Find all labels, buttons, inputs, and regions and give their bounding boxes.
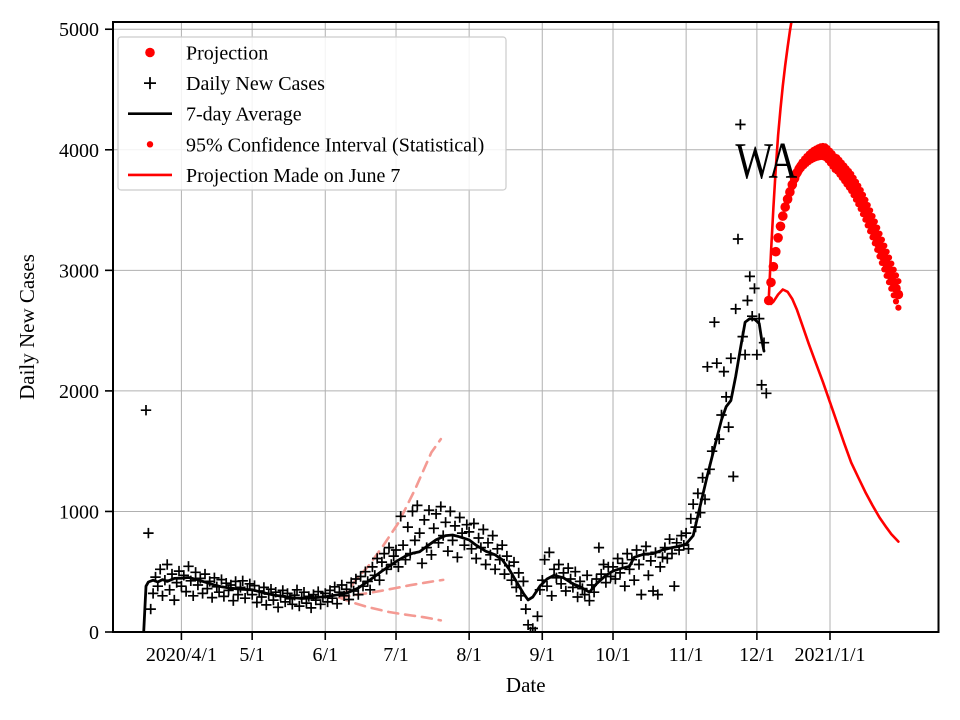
legend-label: Projection	[186, 43, 268, 65]
legend-label: Projection Made on June 7	[186, 165, 400, 187]
projection-dot	[780, 202, 790, 212]
y-tick-label: 3000	[59, 260, 99, 282]
legend-label: Daily New Cases	[186, 73, 325, 95]
projection-dot	[775, 221, 786, 232]
projection-dot	[892, 298, 900, 305]
projection-dot	[778, 211, 788, 221]
state-annotation: WA	[735, 133, 797, 190]
projection-dot	[768, 261, 779, 272]
legend-marker-projection-dot-icon	[145, 47, 155, 58]
x-axis-title: Date	[506, 673, 546, 697]
projection-dot	[766, 277, 776, 288]
projection-dot	[771, 246, 781, 257]
projection-dot	[763, 295, 774, 306]
projection-dot	[785, 187, 795, 197]
x-tick-label: 9/1	[529, 644, 555, 666]
series-layer	[140, 22, 904, 632]
legend-marker-ci-dot-icon	[146, 141, 154, 148]
series-daily-new-cases	[140, 119, 772, 632]
series-projection-lower-line	[767, 288, 900, 543]
legend-label: 95% Confidence Interval (Statistical)	[186, 134, 484, 156]
projection-dot	[893, 289, 904, 300]
plot-border	[112, 21, 940, 633]
legend: Projection Daily New Cases 7-day Average 95…	[117, 36, 507, 191]
x-tick-label: 12/1	[739, 644, 775, 666]
series-june7-projection-lower-ci	[338, 596, 443, 622]
projection-dot	[782, 194, 793, 204]
y-tick-label: 5000	[59, 19, 99, 41]
projection-dot	[895, 304, 902, 311]
x-tick-label: 5/1	[239, 644, 265, 666]
y-tick-label: 0	[89, 622, 99, 644]
projection-dot	[773, 233, 783, 243]
y-tick-label: 4000	[59, 140, 99, 162]
legend-box	[117, 36, 507, 191]
legend-label: 7-day Average	[186, 104, 302, 126]
y-tick-label: 2000	[59, 381, 99, 403]
y-tick-label: 1000	[59, 501, 99, 523]
x-tick-label: 8/1	[456, 644, 482, 666]
y-axis-title: Daily New Cases	[15, 254, 39, 400]
x-tick-label: 2021/1/1	[794, 644, 865, 666]
series-projection-dots	[763, 146, 904, 306]
axis-ticks: 2020/4/1 5/1 6/1 7/1 8/1 9/1 10/1 11/1 12/1 2021/…	[59, 19, 866, 666]
series-projection-upper-line	[767, 22, 793, 302]
x-tick-label: 10/1	[595, 644, 631, 666]
legend-marker-plus-icon	[144, 77, 156, 90]
x-tick-label: 11/1	[669, 644, 704, 666]
x-tick-label: 7/1	[383, 644, 409, 666]
x-tick-label: 6/1	[312, 644, 338, 666]
x-tick-label: 2020/4/1	[146, 644, 217, 666]
